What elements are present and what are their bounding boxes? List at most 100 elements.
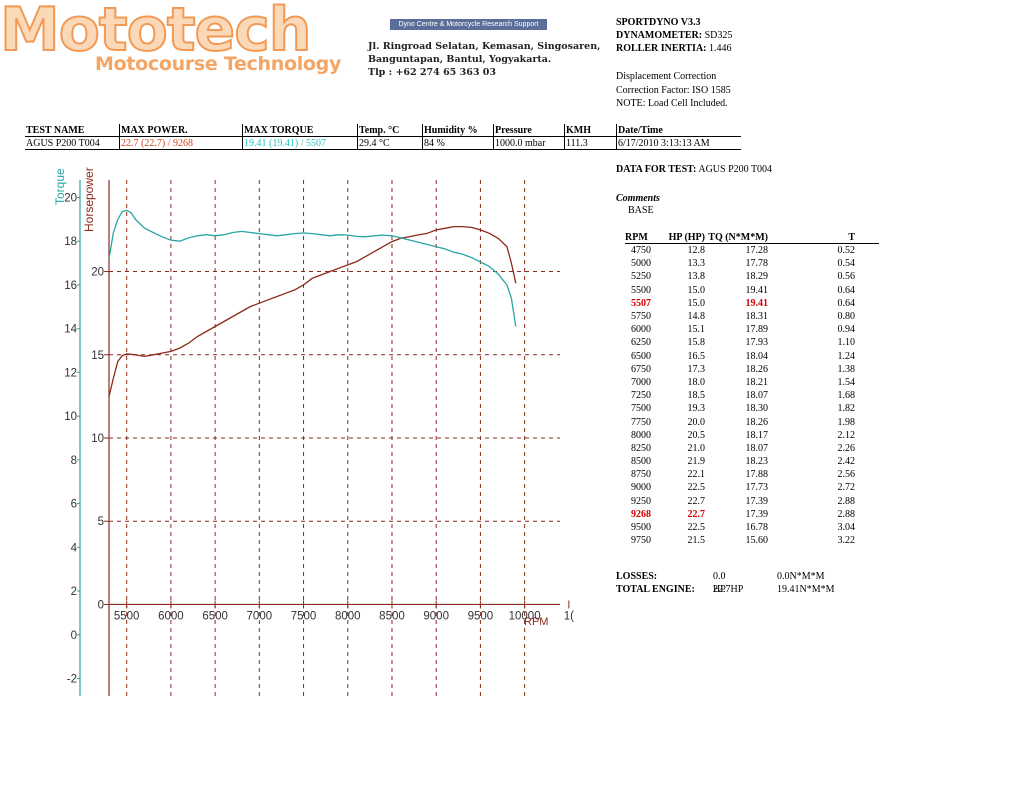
power-tick-label: 15 (91, 350, 104, 362)
data-table-row: 5250 13.8 18.29 0.56 (625, 270, 879, 283)
logo-subtitle: Motocourse Technology (95, 53, 342, 75)
tq-cell: 16.78 (745, 522, 769, 534)
t-cell: 0.80 (837, 311, 856, 323)
tq-cell: 18.26 (745, 363, 769, 375)
data-table-row: 7000 18.0 18.21 1.54 (625, 376, 879, 389)
torque-tick-label: 2 (71, 586, 77, 598)
rpm-cell: 5507 (631, 297, 651, 309)
dyno-info: SPORTDYNO V3.3 DYNAMOMETER: SD325 ROLLER… (616, 16, 732, 55)
data-table-row: 9750 21.5 15.60 3.22 (625, 534, 879, 547)
losses-tq: 0.0N*M*M (777, 571, 825, 582)
address-block: Jl. Ringroad Selatan, Kemasan, Singosare… (368, 40, 600, 79)
tq-cell: 18.07 (745, 390, 769, 402)
tq-cell: 18.29 (745, 271, 769, 283)
hp-cell: 19.3 (687, 403, 706, 415)
t-cell: 0.52 (837, 245, 856, 257)
tq-cell: 17.28 (745, 245, 769, 257)
rpm-cell: 5500 (631, 284, 651, 296)
max-torque-value: 19.41 (19.41) / 5507 (242, 136, 358, 150)
t-cell: 1.82 (837, 403, 856, 415)
hp-cell: 21.5 (687, 535, 706, 547)
tq-cell: 18.07 (745, 442, 769, 454)
data-table-row: 6250 15.8 17.93 1.10 (625, 336, 879, 349)
torque-tick-label: 6 (71, 499, 77, 511)
x-tick-label: 6000 (158, 610, 184, 622)
rpm-cell: 9000 (631, 482, 651, 494)
t-cell: 0.64 (837, 284, 856, 296)
torque-tick-label: 4 (71, 542, 78, 554)
data-table-row: 5507 15.0 19.41 0.64 (625, 297, 879, 310)
t-cell: 2.42 (837, 456, 856, 468)
power-tick-label: 5 (98, 516, 104, 528)
tq-cell: 17.39 (745, 495, 769, 507)
tq-cell: 18.30 (745, 403, 769, 415)
rpm-cell: 9268 (631, 508, 651, 520)
software-version: SPORTDYNO V3.3 (616, 17, 701, 28)
col-header-temp: Temp. °C (357, 124, 423, 137)
data-table-row: 5500 15.0 19.41 0.64 (625, 284, 879, 297)
data-table-row: 7500 19.3 18.30 1.82 (625, 402, 879, 415)
chart-grid (109, 180, 560, 696)
hp-cell: 17.3 (687, 363, 706, 375)
hp-cell: 22.7 (687, 495, 706, 507)
x-tick-label: 8500 (379, 610, 405, 622)
address-line: Banguntapan, Bantul, Yogyakarta. (368, 54, 552, 65)
x-tick-label: 9500 (468, 610, 494, 622)
data-table-row: 5000 13.3 17.78 0.54 (625, 257, 879, 270)
t-cell: 1.38 (837, 363, 856, 375)
data-table-row: 6750 17.3 18.26 1.38 (625, 363, 879, 376)
hp-cell: 13.3 (687, 258, 706, 270)
hp-cell: 15.1 (687, 324, 706, 336)
data-table-row: 7750 20.0 18.26 1.98 (625, 415, 879, 428)
tq-cell: 15.60 (745, 535, 769, 547)
correction-line: Correction Factor: ISO 1585 (616, 84, 731, 96)
hp-cell: 18.5 (687, 390, 706, 402)
tq-cell: 18.04 (745, 350, 769, 362)
data-table-row: 7250 18.5 18.07 1.68 (625, 389, 879, 402)
t-cell: 2.88 (837, 508, 856, 520)
correction-line: NOTE: Load Cell Included. (616, 98, 728, 109)
data-table-row: 6000 15.1 17.89 0.94 (625, 323, 879, 336)
rpm-cell: 5250 (631, 271, 651, 283)
humidity-value: 84 % (422, 136, 494, 150)
col-header-max-power: MAX POWER. (119, 124, 243, 137)
test-name-value: AGUS P200 T004 (25, 136, 120, 150)
rpm-cell: 6250 (631, 337, 651, 349)
rpm-cell: 7250 (631, 390, 651, 402)
rpm-cell: 9750 (631, 535, 651, 547)
t-cell: 1.24 (837, 350, 856, 362)
tq-cell: 18.26 (745, 416, 769, 428)
col-header-pressure: Pressure (493, 124, 565, 137)
t-cell: 3.22 (837, 535, 856, 547)
horsepower-series-line (108, 225, 517, 397)
t-cell: 0.94 (837, 324, 856, 336)
hp-cell: 15.0 (687, 284, 706, 296)
x-tick-label: 1( (564, 610, 574, 622)
tq-cell: 17.78 (745, 258, 769, 270)
t-cell: 2.26 (837, 442, 856, 454)
t-cell: 1.98 (837, 416, 856, 428)
rpm-cell: 9250 (631, 495, 651, 507)
power-tick-label: 0 (98, 599, 104, 611)
col-header-date-time: Date/Time (616, 124, 741, 137)
summary-data-row: AGUS P200 T004 22.7 (22.7) / 9268 19.41 … (25, 136, 741, 150)
chart-ticks: 5500 6000 6500 7000 7500 8000 8500 9000 9500 1000… (64, 192, 574, 685)
t-cell: 0.64 (837, 297, 856, 309)
summary-header-row: TEST NAME MAX POWER. MAX TORQUE Temp. °C… (25, 124, 741, 137)
rpm-cell: 8250 (631, 442, 651, 454)
rpm-cell: 7750 (631, 416, 651, 428)
hp-cell: 22.5 (687, 522, 706, 534)
x-tick-label: 9000 (423, 610, 449, 622)
data-table-row: 9250 22.7 17.39 2.88 (625, 495, 879, 508)
data-for-test-label: DATA FOR TEST: (616, 164, 697, 175)
torque-tick-label: 14 (64, 324, 77, 336)
torque-series-line (108, 209, 517, 327)
hp-cell: 21.0 (687, 442, 706, 454)
x-tick-label: 7500 (291, 610, 317, 622)
data-table-body: 4750 12.8 17.28 0.52 5000 13.3 17.78 0.54 5250 13… (625, 244, 879, 548)
horsepower-axis-label: Horsepower (82, 167, 96, 232)
rpm-cell: 7000 (631, 376, 651, 388)
t-cell: 1.10 (837, 337, 856, 349)
dynamometer-value: SD325 (704, 30, 733, 41)
tq-cell: 17.88 (745, 469, 769, 481)
